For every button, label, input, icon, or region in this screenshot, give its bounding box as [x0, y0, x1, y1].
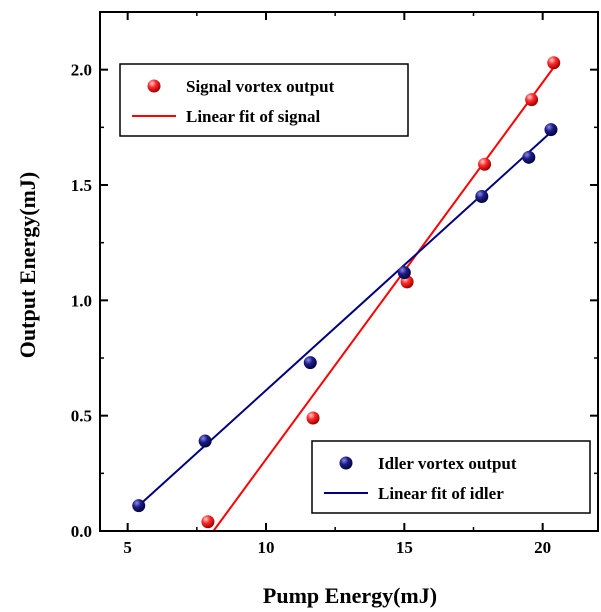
- data-point-0: [306, 411, 320, 425]
- data-point-0: [478, 157, 492, 171]
- data-point-2: [132, 499, 146, 513]
- legend-entry-label: Signal vortex output: [186, 77, 335, 96]
- x-tick-label: 20: [534, 538, 551, 557]
- data-point-2: [303, 356, 317, 370]
- y-tick-label: 0.5: [71, 407, 92, 426]
- x-tick-label: 15: [396, 538, 413, 557]
- data-point-2: [522, 150, 536, 164]
- data-point-2: [475, 190, 489, 204]
- y-tick-label: 1.0: [71, 291, 92, 310]
- y-tick-label: 2.0: [71, 61, 92, 80]
- legend-marker: [339, 456, 353, 470]
- legend-marker: [147, 79, 161, 93]
- data-point-2: [397, 266, 411, 280]
- fit-line-1: [212, 66, 555, 532]
- y-tick-label: 1.5: [71, 176, 92, 195]
- data-point-2: [544, 123, 558, 137]
- data-point-2: [198, 434, 212, 448]
- x-tick-label: 10: [258, 538, 275, 557]
- plot-area: [132, 56, 561, 532]
- legend-entry-label: Idler vortex output: [378, 454, 517, 473]
- data-point-0: [547, 56, 561, 70]
- data-point-0: [201, 515, 215, 529]
- legend-entry-label: Linear fit of signal: [186, 107, 321, 126]
- legend-entry-label: Linear fit of idler: [378, 484, 504, 503]
- x-tick-label: 5: [123, 538, 132, 557]
- x-axis-title: Pump Energy(mJ): [263, 583, 437, 608]
- legend-box: [311, 440, 591, 514]
- legends: Signal vortex output Linear fit of signal…: [119, 63, 591, 514]
- data-point-0: [525, 93, 539, 107]
- plot-frame: [99, 11, 599, 532]
- y-tick-label: 0.0: [71, 522, 92, 541]
- y-axis-title: Output Energy(mJ): [15, 172, 40, 358]
- axes: 5 10 15 20 0.0 0.5 1.0 1.5 2.0: [71, 11, 599, 557]
- legend-box: [119, 63, 409, 137]
